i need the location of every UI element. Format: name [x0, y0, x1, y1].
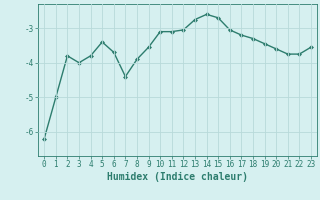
X-axis label: Humidex (Indice chaleur): Humidex (Indice chaleur)	[107, 172, 248, 182]
